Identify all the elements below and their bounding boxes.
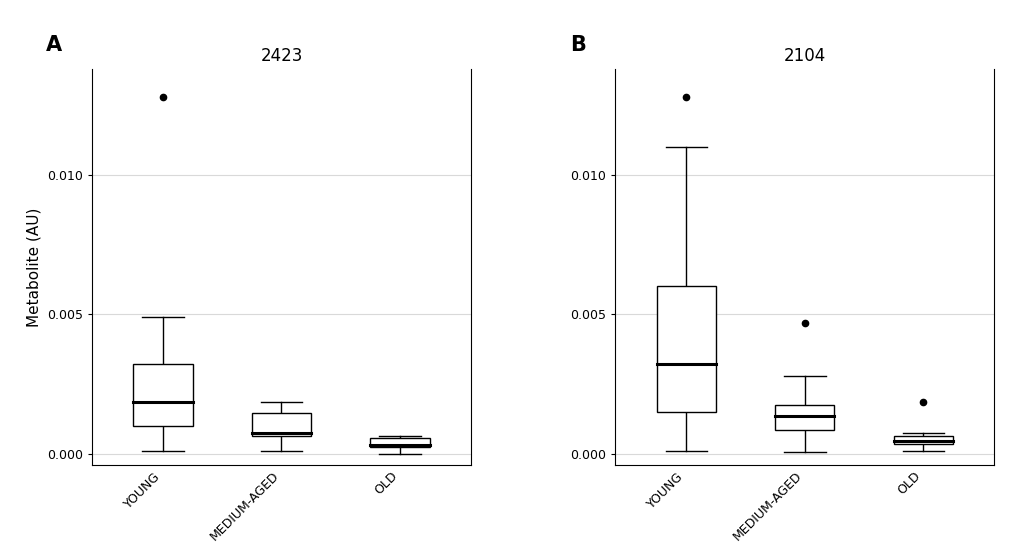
Text: 2104: 2104 — [783, 46, 825, 64]
Text: B: B — [570, 35, 585, 55]
Bar — [893, 436, 952, 444]
Y-axis label: Metabolite (AU): Metabolite (AU) — [26, 207, 41, 326]
Text: A: A — [46, 35, 62, 55]
Text: 2423: 2423 — [260, 46, 303, 64]
Bar — [252, 413, 311, 436]
Bar — [656, 286, 715, 412]
Bar — [133, 365, 193, 426]
Bar — [370, 438, 429, 447]
Bar — [774, 405, 834, 430]
